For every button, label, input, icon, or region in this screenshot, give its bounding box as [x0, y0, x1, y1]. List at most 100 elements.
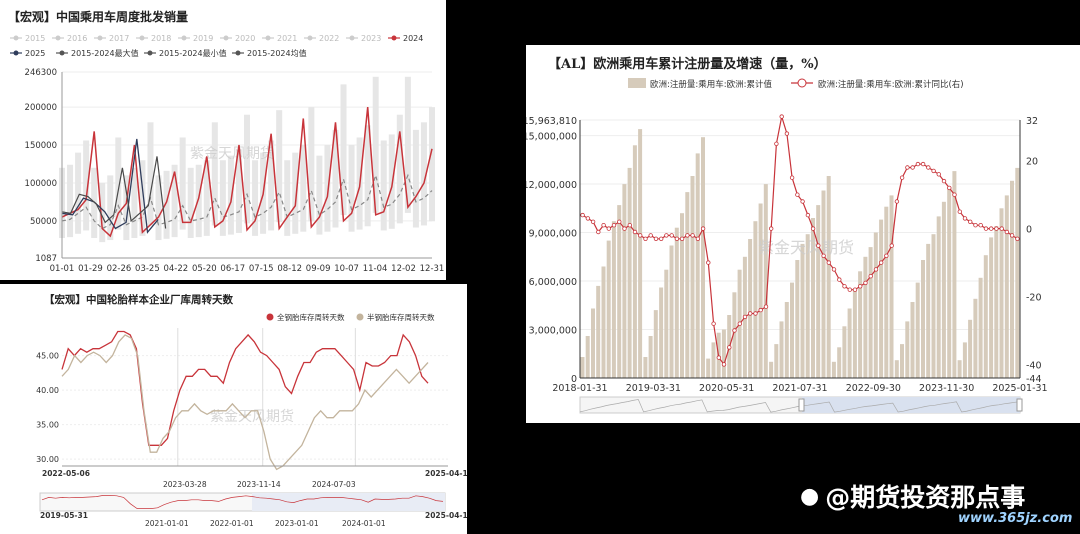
bar	[994, 226, 998, 378]
line-point	[618, 220, 622, 224]
bar	[774, 344, 778, 378]
line-point	[733, 329, 737, 333]
x-tick-label: 03-25	[135, 264, 160, 274]
legend-marker	[14, 51, 19, 56]
legend-label: 欧洲:注册量:乘用车:欧洲:累计值	[650, 79, 772, 90]
y-right-tick-label: 20	[1026, 157, 1038, 168]
line-point	[806, 213, 810, 217]
x-tick-label: 2021-07-31	[772, 383, 827, 394]
line-point	[623, 227, 627, 231]
range-band-bar	[180, 137, 186, 229]
y-tick-label: 30.00	[36, 455, 59, 464]
bar	[963, 342, 967, 378]
line-point	[748, 312, 752, 316]
line-point	[890, 244, 894, 248]
navigator-tick-label: 2025-04-11	[425, 511, 467, 520]
bar	[942, 202, 946, 378]
legend-marker	[236, 51, 241, 56]
line-point	[602, 223, 606, 227]
brand-watermark: ● @期货投资那点事	[800, 478, 1025, 514]
bar	[822, 191, 826, 379]
line-point	[937, 173, 941, 177]
bar	[1010, 181, 1014, 378]
legend-marker	[350, 36, 355, 41]
legend-marker	[267, 314, 274, 321]
line-point	[968, 220, 972, 224]
legend-marker	[140, 36, 145, 41]
line-point	[722, 363, 726, 367]
line-point	[827, 261, 831, 265]
legend-label: 2019	[193, 34, 213, 43]
y-left-tick-label: 6,000,000	[529, 277, 577, 288]
bar	[654, 310, 658, 378]
line-point	[628, 223, 632, 227]
line-point	[942, 179, 946, 183]
navigator-handle	[799, 399, 804, 411]
line-point	[769, 227, 773, 231]
bar	[769, 362, 773, 378]
line-point	[796, 193, 800, 197]
bar	[612, 221, 616, 378]
weibo-icon: ●	[800, 484, 819, 509]
x-tick-label: 2020-05-31	[699, 383, 754, 394]
bar	[633, 145, 637, 378]
line-point	[832, 268, 836, 272]
bar	[853, 291, 857, 378]
bar	[649, 336, 653, 378]
line-point	[911, 166, 915, 170]
bar	[801, 244, 805, 378]
legend-label: 欧洲:注册量:乘用车:欧洲:累计同比(右)	[818, 79, 964, 90]
legend-marker	[266, 36, 271, 41]
bar	[617, 205, 621, 378]
line-point	[759, 308, 763, 312]
bar	[643, 357, 647, 378]
x-tick-label: 06-17	[220, 264, 245, 274]
line-point	[591, 220, 595, 224]
line-point	[728, 346, 732, 350]
bar	[670, 246, 674, 379]
x-tick-label: 04-22	[163, 264, 188, 274]
bar	[879, 220, 883, 378]
bar	[937, 216, 941, 378]
line-point	[932, 169, 936, 173]
bar	[863, 257, 867, 378]
legend-label: 2024	[403, 34, 423, 43]
line-point	[707, 261, 711, 265]
line-point	[785, 132, 789, 136]
y-right-tick-label: 0	[1026, 225, 1032, 236]
x-tick-label: 2025-04-11	[425, 469, 467, 478]
legend-label: 2015-2024均值	[247, 48, 307, 58]
bar	[895, 360, 899, 378]
bar	[607, 241, 611, 378]
line-point	[738, 322, 742, 326]
y-left-tick-label: 15,000,000	[526, 132, 577, 143]
line-point	[838, 278, 842, 282]
x-tick-label: 2022-05-06	[42, 469, 90, 478]
line-point	[696, 237, 700, 241]
range-band-bar	[429, 107, 435, 221]
line-point	[858, 285, 862, 289]
line-point	[979, 223, 983, 227]
y-tick-label: 1087	[35, 254, 57, 264]
x-tick-label: 10-07	[334, 264, 359, 274]
y-tick-label: 35.00	[36, 421, 59, 430]
line-point	[743, 315, 747, 319]
range-band-bar	[381, 140, 387, 230]
x-tick-label: 2018-01-31	[552, 383, 607, 394]
line-point	[1016, 237, 1020, 241]
bar	[905, 321, 909, 378]
range-band-bar	[228, 156, 234, 235]
line-point	[775, 142, 779, 146]
line-point	[1010, 234, 1014, 238]
range-band-bar	[284, 160, 290, 236]
bar	[926, 244, 930, 378]
x-tick-label: 2023-03-28	[163, 480, 207, 489]
bar	[581, 357, 585, 378]
legend-label: 2021	[277, 34, 297, 43]
bar	[628, 168, 632, 378]
legend-label: 2018	[151, 34, 171, 43]
y-tick-label: 40.00	[36, 386, 59, 395]
series-line-semi-steel	[62, 335, 428, 470]
legend-bar-swatch	[628, 78, 646, 88]
range-band-bar	[389, 134, 395, 228]
